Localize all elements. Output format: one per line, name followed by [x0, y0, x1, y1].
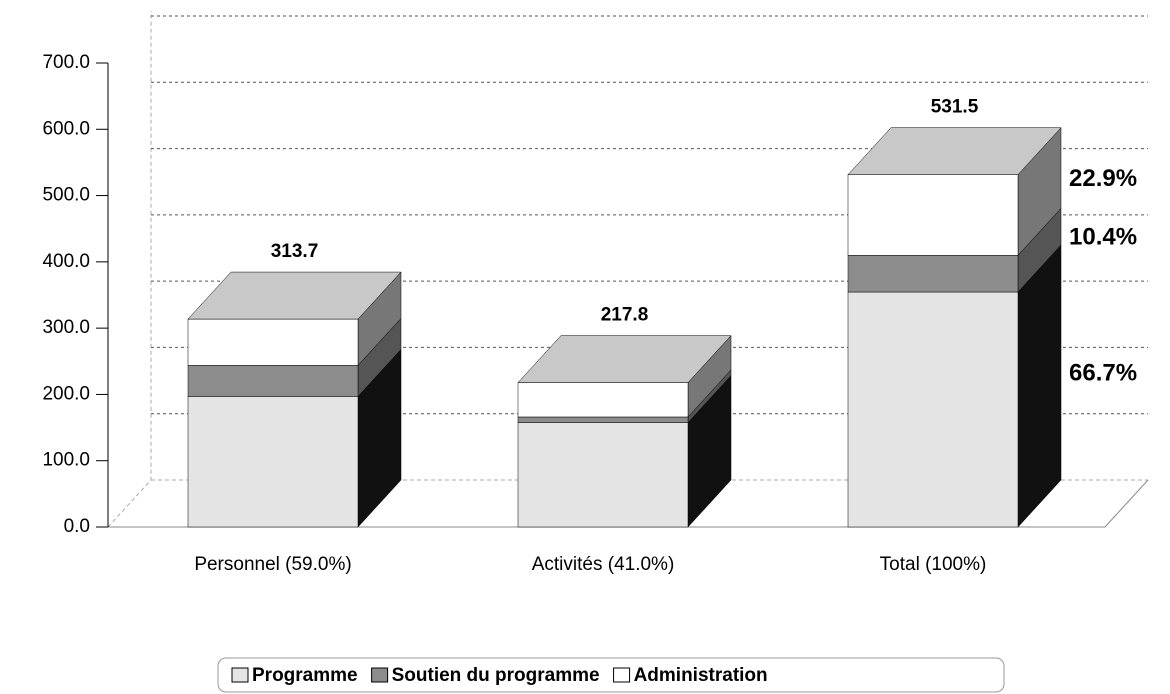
legend-label: Soutien du programme [392, 665, 600, 686]
bar-segment [847, 174, 1019, 256]
legend-swatch [371, 667, 389, 683]
y-tick-label: 200.0 [42, 383, 90, 404]
bar-segment [517, 422, 689, 528]
bar-segment [187, 365, 359, 397]
bar-segment [847, 291, 1019, 528]
y-tick-label: 0.0 [64, 516, 90, 537]
bar-segment [187, 396, 359, 528]
y-tick-label: 300.0 [42, 317, 90, 338]
share-label: 66.7% [1069, 359, 1137, 386]
total-label: 313.7 [271, 241, 319, 262]
bar-segment [187, 318, 359, 366]
bar-top [517, 335, 732, 383]
legend-label: Programme [252, 665, 358, 686]
bar-top [187, 271, 402, 320]
total-label: 531.5 [931, 97, 979, 118]
y-tick-label: 100.0 [42, 450, 90, 471]
share-label: 10.4% [1069, 224, 1137, 251]
x-tick-label: Total (100%) [880, 554, 987, 575]
x-tick-label: Activités (41.0%) [532, 554, 675, 575]
bar-top [847, 127, 1062, 175]
legend-label: Administration [634, 665, 768, 686]
bar-segment [517, 416, 689, 423]
y-tick-label: 700.0 [42, 52, 90, 73]
legend-box [217, 657, 1005, 693]
total-label: 217.8 [601, 305, 649, 326]
share-label: 22.9% [1069, 165, 1137, 192]
bar-segment [847, 255, 1019, 293]
floor [108, 479, 1149, 528]
legend-swatch [231, 667, 249, 683]
y-tick-label: 600.0 [42, 118, 90, 139]
legend-swatch [613, 667, 631, 683]
y-tick-label: 500.0 [42, 185, 90, 206]
x-tick-label: Personnel (59.0%) [194, 554, 351, 575]
bar-segment [517, 382, 689, 418]
bar-side [1017, 244, 1062, 528]
y-tick-label: 400.0 [42, 251, 90, 272]
